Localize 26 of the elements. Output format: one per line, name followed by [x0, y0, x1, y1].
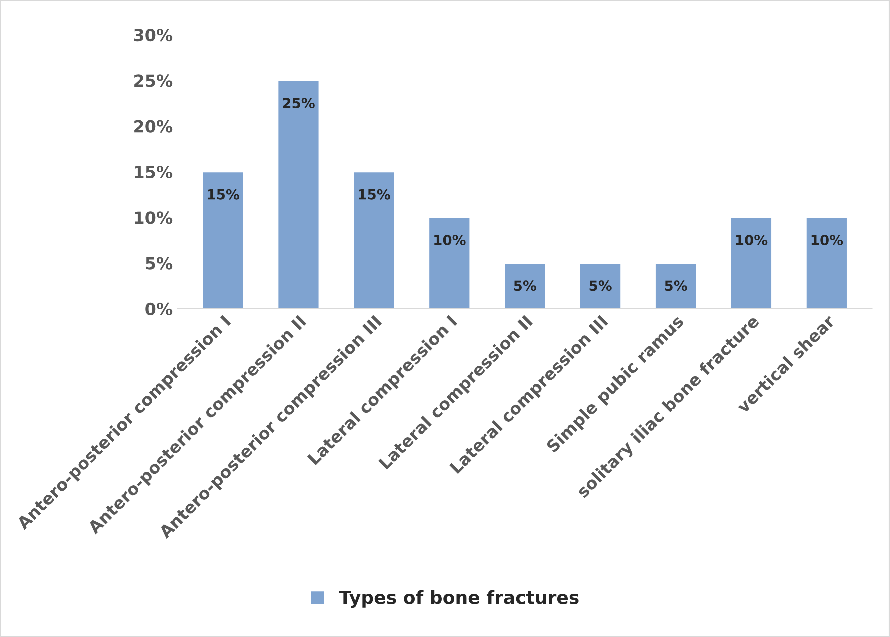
- y-tick-label: 10%: [135, 212, 173, 224]
- data-label: 15%: [359, 189, 390, 200]
- bar: [277, 80, 320, 309]
- bar: [805, 216, 848, 309]
- y-tick-label: 20%: [134, 120, 173, 133]
- legend-label: Types of bone fractures: [339, 590, 579, 608]
- y-tick-label: 5%: [146, 257, 173, 270]
- y-tick-label: 30%: [134, 28, 173, 42]
- data-label: 5%: [590, 280, 612, 292]
- bar: [202, 171, 245, 309]
- bar: [428, 216, 472, 309]
- data-label: 10%: [736, 235, 768, 246]
- bar: [579, 262, 622, 309]
- bar: [730, 216, 773, 309]
- data-label: 5%: [665, 280, 688, 292]
- data-label: 25%: [283, 98, 315, 109]
- y-tick-label: 15%: [135, 166, 173, 179]
- bar: [352, 171, 396, 309]
- data-label: 10%: [434, 235, 466, 246]
- y-tick-label: 25%: [134, 74, 173, 88]
- bar: [654, 262, 698, 309]
- bar: [504, 262, 547, 309]
- data-label: 15%: [208, 189, 240, 200]
- y-tick-label: 0%: [146, 302, 173, 316]
- data-label: 5%: [514, 280, 536, 292]
- data-label: 10%: [812, 235, 844, 246]
